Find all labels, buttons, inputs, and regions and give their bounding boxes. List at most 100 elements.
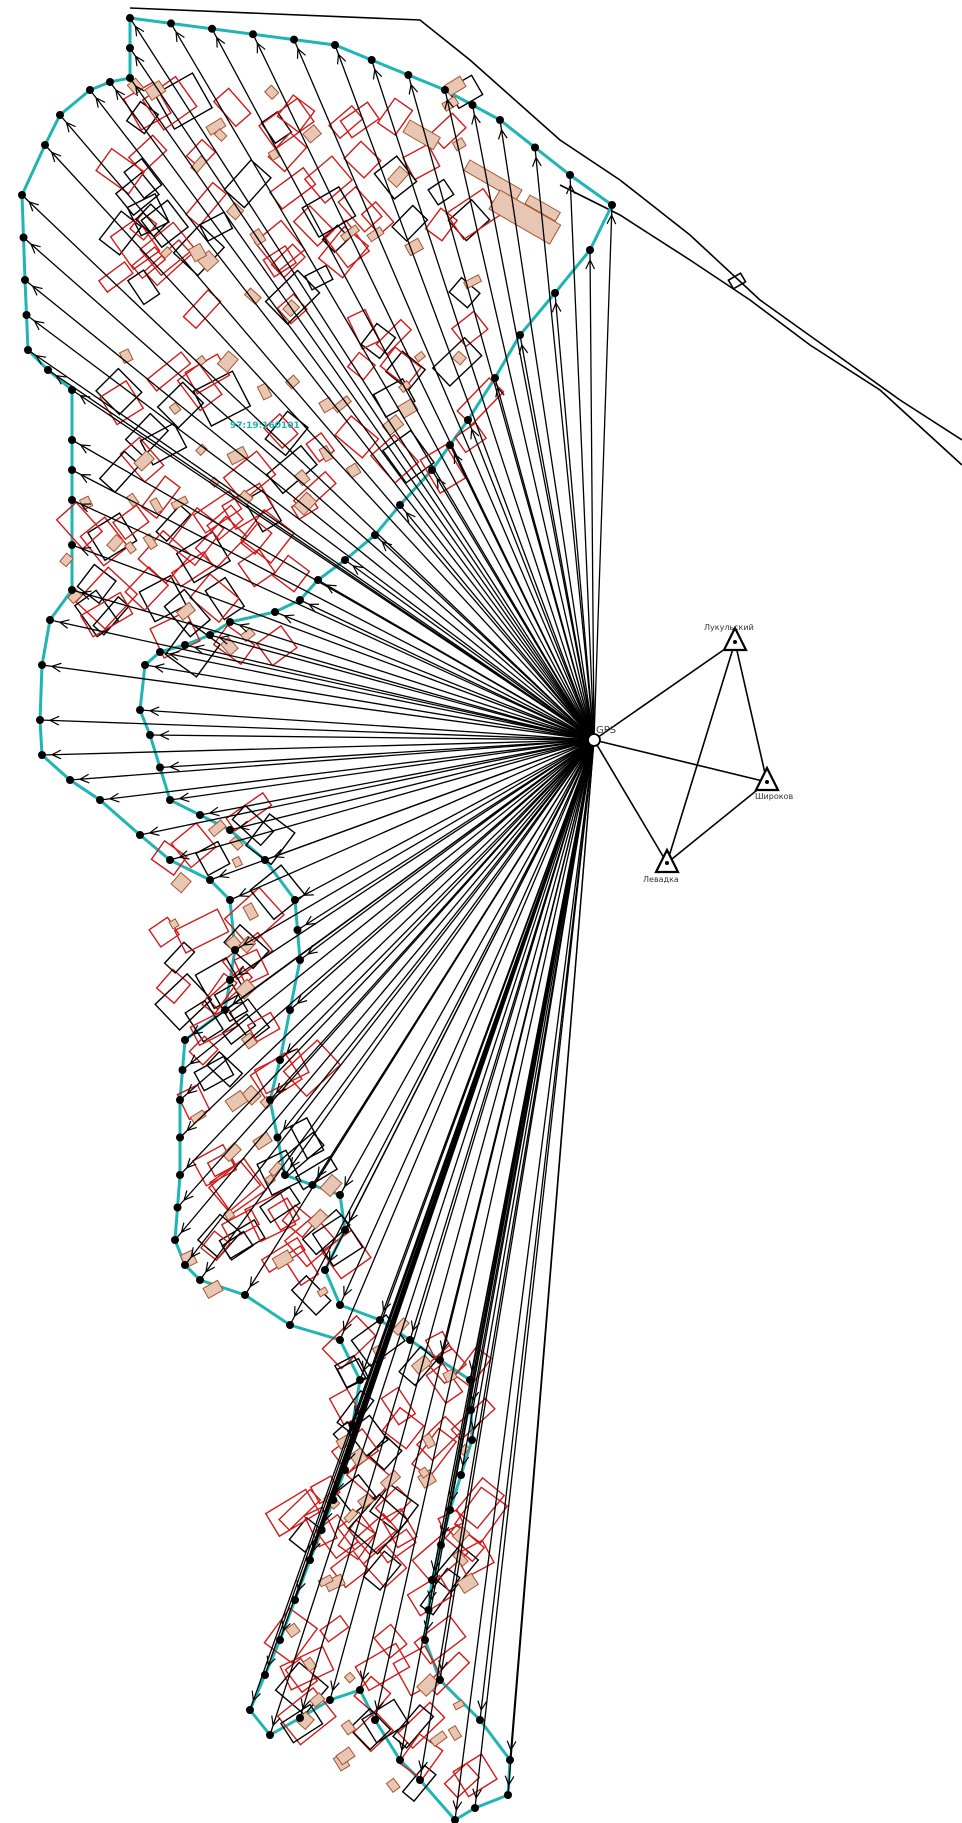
- gps-ray: [519, 334, 595, 741]
- boundary-point: [531, 143, 539, 152]
- parcel-outline: [333, 1354, 367, 1389]
- control-point-label: Левадка: [643, 875, 679, 884]
- gps-ray-arrow: [115, 88, 126, 100]
- boundary-point: [406, 1336, 414, 1344]
- boundary-point: [206, 631, 214, 639]
- building: [302, 124, 323, 144]
- boundary-point: [271, 608, 279, 616]
- parcel-outline: [452, 1753, 498, 1798]
- boundary-point: [371, 1716, 379, 1724]
- parcel-outline: [362, 1543, 408, 1589]
- parcel-outline: [263, 413, 299, 450]
- boundary-point: [276, 1056, 284, 1064]
- parcel-outline: [228, 998, 271, 1043]
- gps-ray: [159, 651, 595, 741]
- gps-ray: [419, 739, 595, 1781]
- building: [224, 1089, 249, 1113]
- building: [319, 1173, 343, 1198]
- boundary-point: [436, 1356, 444, 1364]
- gps-ray: [129, 77, 595, 741]
- boundary-point: [437, 1541, 445, 1549]
- control-point-lukulsky: Лукульский: [704, 623, 754, 652]
- gps-ray: [479, 739, 595, 1721]
- building: [284, 1622, 301, 1639]
- building: [59, 552, 74, 568]
- boundary-point: [331, 41, 339, 49]
- gps-ray-arrow: [153, 663, 165, 673]
- boundary-point: [296, 596, 304, 604]
- gps-ray: [569, 174, 595, 741]
- gps-ray: [71, 499, 595, 741]
- gps-ray-arrow: [183, 1190, 194, 1202]
- gps-ray: [27, 349, 595, 741]
- gps-ray: [329, 739, 595, 1701]
- building: [318, 396, 336, 414]
- parcel-outline: [391, 204, 429, 243]
- parcel-outline: [304, 264, 334, 291]
- building: [345, 462, 362, 479]
- boundary-point: [126, 44, 134, 52]
- building: [318, 444, 334, 463]
- boundary-point: [308, 1181, 317, 1189]
- boundary-point: [293, 926, 302, 934]
- boundary-point: [468, 1436, 476, 1444]
- gps-ray-arrow: [325, 584, 337, 594]
- building: [226, 445, 249, 466]
- parcel-outline: [397, 1701, 446, 1750]
- boundary-point: [496, 116, 504, 124]
- building: [144, 79, 167, 101]
- gps-ray-arrow: [251, 1690, 261, 1702]
- boundary-point: [286, 1006, 294, 1014]
- gps-ray-arrow: [178, 850, 190, 860]
- building: [168, 918, 180, 930]
- parcel-outline: [432, 1543, 480, 1594]
- building: [207, 819, 227, 838]
- boundary-point: [516, 331, 524, 339]
- gps-ray: [71, 589, 595, 741]
- boundary-point: [21, 276, 29, 284]
- gps-ray: [269, 739, 595, 1736]
- gps-ray: [344, 559, 595, 741]
- boundary-point: [471, 1804, 479, 1812]
- gps-ray: [184, 739, 595, 1266]
- parcel-outline: [346, 351, 377, 381]
- quarter-label: 97:19:160101: [230, 421, 300, 431]
- boundary-point: [206, 876, 214, 884]
- parcel-outline: [131, 246, 167, 280]
- building: [447, 1724, 463, 1742]
- control-point-levadka: Левадка: [643, 847, 680, 884]
- boundary-point: [176, 1096, 184, 1104]
- boundary-point: [491, 374, 499, 382]
- gps-ray-arrow: [29, 243, 41, 254]
- gps-ray: [26, 314, 595, 741]
- parcel-outline: [249, 864, 306, 921]
- gps-ray: [399, 504, 595, 741]
- parcel-outline: [221, 1230, 254, 1261]
- parcel-outline: [223, 886, 285, 948]
- boundary-point: [326, 1696, 334, 1704]
- gps-ray-arrow: [79, 473, 91, 483]
- gps-ray-arrow: [423, 1620, 434, 1632]
- gps-ray-arrow: [311, 1540, 321, 1552]
- parcel-outline: [98, 210, 143, 256]
- gps-ray-arrow: [237, 965, 249, 976]
- boundary-point: [321, 1266, 329, 1274]
- boundary-point: [281, 1171, 289, 1179]
- gps-ray: [23, 237, 595, 741]
- parcel-outline: [164, 621, 221, 678]
- gps-ray: [244, 739, 595, 1296]
- gps-ray: [474, 739, 595, 1809]
- parcel-outline: [380, 1507, 418, 1549]
- gps-ray: [374, 739, 595, 1721]
- gps-ray-arrow: [302, 886, 314, 896]
- building: [264, 1173, 277, 1186]
- gps-ray: [294, 739, 595, 901]
- gps-ray: [177, 739, 595, 1208]
- gps-ray-arrow: [191, 1024, 204, 1035]
- boundary-point: [176, 1133, 184, 1142]
- boundary-point: [167, 19, 175, 28]
- building: [323, 1573, 346, 1593]
- gps-ray: [149, 734, 595, 741]
- gps-ray: [199, 739, 595, 1281]
- boundary-point: [68, 386, 76, 394]
